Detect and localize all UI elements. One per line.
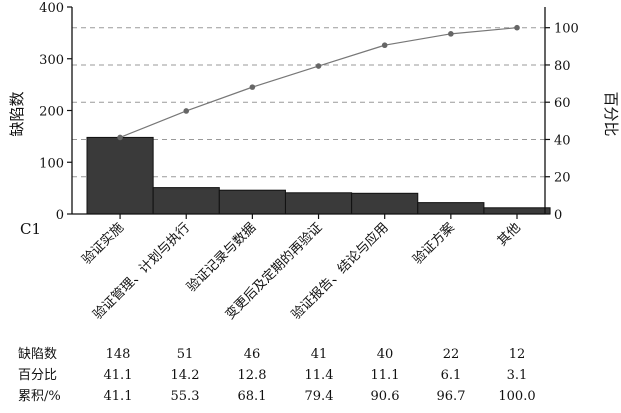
- bar-2: [218, 189, 286, 215]
- table-cell: 14.2: [171, 368, 200, 383]
- table-row-label: 缺陷数: [18, 347, 57, 362]
- bar-5: [417, 202, 485, 215]
- x-axis-name: C1: [20, 220, 41, 238]
- table-cell: 90.6: [371, 389, 400, 404]
- right-tick-label: 0: [554, 208, 562, 223]
- left-tick-label: 200: [39, 105, 64, 120]
- category-label: 验证记录与数据: [184, 220, 260, 296]
- bar-1: [152, 187, 220, 215]
- cumulative-point-2: [249, 84, 256, 90]
- table-cell: 41.1: [104, 389, 133, 404]
- table-cell: 100.0: [498, 389, 535, 404]
- left-axis-title: 缺陷数: [8, 91, 26, 136]
- cumulative-point-6: [514, 24, 520, 31]
- table-cell: 11.4: [305, 368, 334, 383]
- right-axis-title: 百分比: [602, 91, 620, 136]
- category-label: 其他: [495, 220, 524, 249]
- category-label: 验证方案: [410, 220, 458, 268]
- table-cell: 12.8: [238, 368, 267, 383]
- left-tick-label: 100: [39, 156, 64, 171]
- table-cell: 22: [443, 347, 460, 362]
- cumulative-point-5: [448, 31, 454, 37]
- cumulative-line: [117, 24, 520, 141]
- table-cell: 12: [509, 347, 526, 362]
- bars: [86, 136, 551, 215]
- table-cell: 41.1: [104, 368, 133, 383]
- cumulative-point-4: [381, 42, 388, 49]
- left-tick-label: 0: [56, 208, 64, 223]
- right-tick-label: 20: [554, 171, 571, 186]
- bar-6: [483, 207, 551, 215]
- right-tick-label: 40: [554, 133, 571, 148]
- data-table: 缺陷数 148 51 46 41 40 22 12 百分比 41.1 14.2 12.8 11.4 11.…: [18, 347, 536, 404]
- left-tick-label: 300: [39, 53, 64, 68]
- table-cell: 68.1: [238, 389, 267, 404]
- right-tick-label: 80: [554, 59, 571, 74]
- cumulative-point-1: [183, 108, 190, 114]
- category-label: 验证实施: [79, 220, 127, 268]
- table-cell: 6.1: [441, 368, 462, 383]
- left-tick-label: 400: [39, 1, 64, 16]
- table-row-label: 百分比: [18, 368, 57, 383]
- bar-3: [284, 192, 353, 215]
- table-cell: 55.3: [171, 389, 200, 404]
- table-cell: 40: [377, 347, 394, 362]
- cumulative-polyline: [119, 27, 518, 138]
- table-row-label: 累积/%: [18, 389, 61, 404]
- table-cell: 96.7: [437, 389, 466, 404]
- table-cell: 41: [311, 347, 328, 362]
- axes: [67, 6, 550, 219]
- table-cell: 46: [244, 347, 261, 362]
- bar-4: [351, 192, 419, 215]
- bar-0: [86, 136, 154, 215]
- table-cell: 11.1: [371, 368, 400, 383]
- cumulative-point-3: [315, 63, 322, 69]
- table-cell: 79.4: [305, 389, 334, 404]
- table-cell: 51: [177, 347, 194, 362]
- table-cell: 148: [106, 347, 131, 362]
- gridlines: [72, 27, 545, 178]
- right-tick-label: 60: [554, 96, 571, 111]
- right-tick-label: 100: [554, 22, 579, 37]
- table-cell: 3.1: [507, 368, 528, 383]
- cumulative-point-0: [117, 134, 123, 141]
